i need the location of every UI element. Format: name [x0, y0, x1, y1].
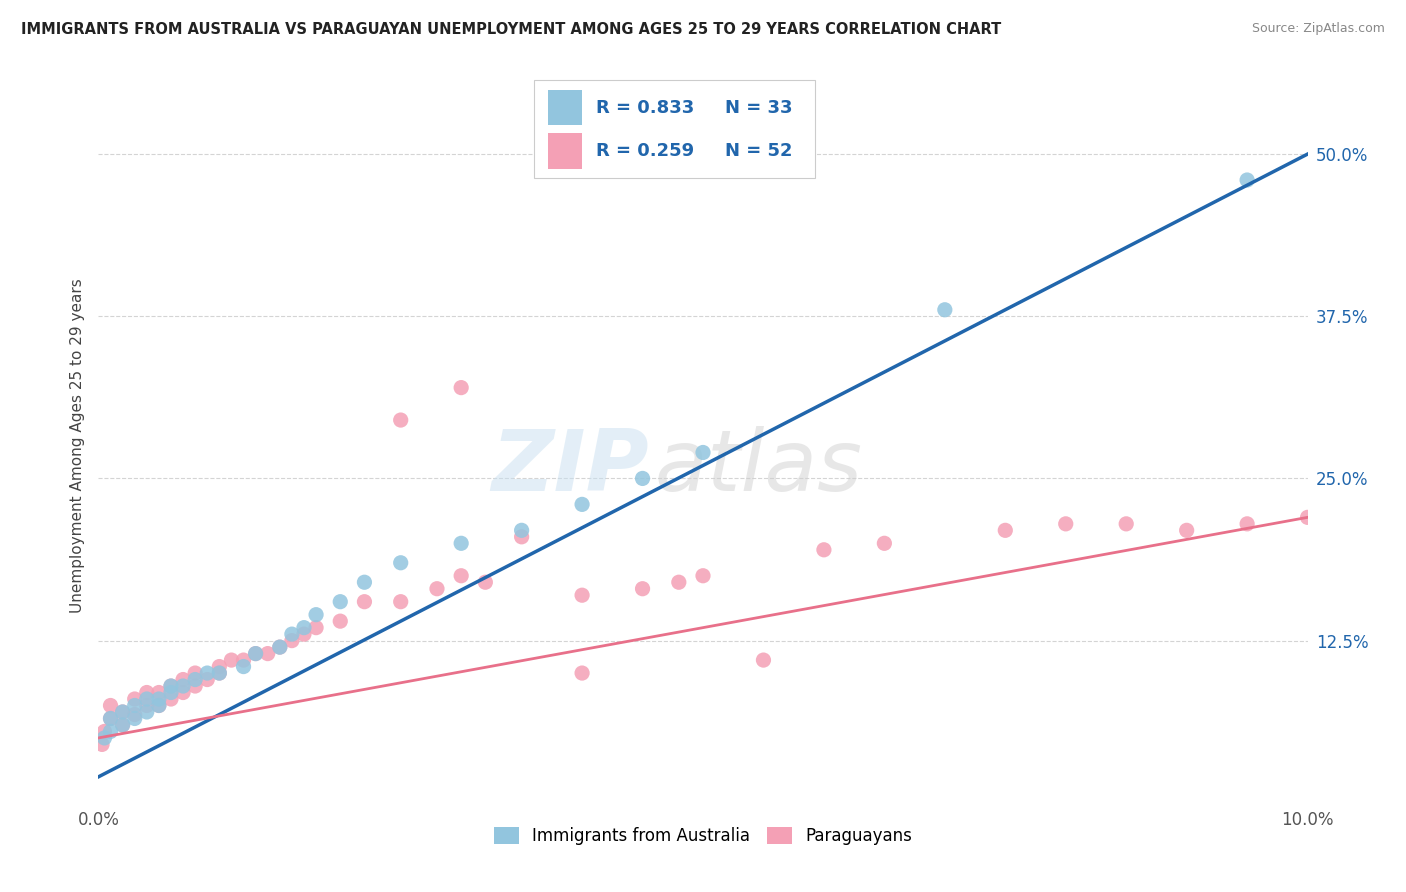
Point — [389, 556, 412, 570]
Point — [353, 595, 375, 609]
Point — [1115, 516, 1137, 531]
Point — [450, 568, 472, 582]
Point — [305, 607, 328, 622]
Point — [100, 711, 122, 725]
FancyBboxPatch shape — [534, 80, 815, 178]
Text: R = 0.833: R = 0.833 — [596, 99, 695, 117]
Point — [474, 575, 496, 590]
Point — [148, 698, 170, 713]
Point — [160, 692, 183, 706]
Point — [111, 718, 134, 732]
Point — [450, 381, 472, 395]
Point — [1236, 173, 1258, 187]
Text: ZIP: ZIP — [491, 425, 648, 509]
Point — [208, 666, 231, 681]
Point — [269, 640, 291, 654]
Point — [232, 653, 254, 667]
Point — [1296, 510, 1319, 524]
Point — [631, 582, 654, 596]
Point — [305, 621, 328, 635]
Point — [292, 621, 315, 635]
Point — [813, 542, 835, 557]
Point — [1175, 524, 1198, 538]
Point — [281, 633, 304, 648]
Point — [292, 627, 315, 641]
Point — [245, 647, 267, 661]
Point — [221, 653, 243, 667]
Point — [124, 698, 146, 713]
Text: Source: ZipAtlas.com: Source: ZipAtlas.com — [1251, 22, 1385, 36]
Point — [135, 692, 157, 706]
Text: N = 33: N = 33 — [725, 99, 793, 117]
Point — [994, 524, 1017, 538]
Point — [571, 588, 593, 602]
Point — [148, 698, 170, 713]
Point — [148, 692, 170, 706]
Point — [389, 595, 412, 609]
Point — [135, 698, 157, 713]
Point — [353, 575, 375, 590]
Point — [111, 718, 134, 732]
Point — [245, 647, 267, 661]
Point — [329, 614, 352, 628]
Point — [208, 666, 231, 681]
Text: atlas: atlas — [655, 425, 863, 509]
Point — [100, 698, 122, 713]
Point — [124, 711, 146, 725]
Point — [172, 673, 194, 687]
Text: IMMIGRANTS FROM AUSTRALIA VS PARAGUAYAN UNEMPLOYMENT AMONG AGES 25 TO 29 YEARS C: IMMIGRANTS FROM AUSTRALIA VS PARAGUAYAN … — [21, 22, 1001, 37]
Point — [571, 666, 593, 681]
Point — [510, 530, 533, 544]
Point — [281, 627, 304, 641]
Point — [389, 413, 412, 427]
Point — [100, 724, 122, 739]
Point — [160, 679, 183, 693]
Point — [692, 568, 714, 582]
Point — [111, 705, 134, 719]
Point — [668, 575, 690, 590]
Point — [692, 445, 714, 459]
Point — [329, 595, 352, 609]
Point — [510, 524, 533, 538]
Point — [184, 673, 207, 687]
Point — [184, 679, 207, 693]
Point — [450, 536, 472, 550]
Bar — [548, 133, 582, 169]
Point — [172, 685, 194, 699]
Point — [135, 685, 157, 699]
Point — [571, 497, 593, 511]
Point — [873, 536, 896, 550]
Point — [184, 666, 207, 681]
Point — [93, 731, 115, 745]
Point — [124, 707, 146, 722]
Point — [232, 659, 254, 673]
Text: N = 52: N = 52 — [725, 142, 793, 160]
Point — [195, 666, 218, 681]
Text: R = 0.259: R = 0.259 — [596, 142, 695, 160]
Bar — [548, 90, 582, 126]
Point — [752, 653, 775, 667]
Point — [160, 685, 183, 699]
Point — [160, 679, 183, 693]
Point — [100, 711, 122, 725]
Point — [93, 724, 115, 739]
Point — [256, 647, 278, 661]
Point — [148, 685, 170, 699]
Point — [195, 673, 218, 687]
Point — [111, 705, 134, 719]
Point — [269, 640, 291, 654]
Y-axis label: Unemployment Among Ages 25 to 29 years: Unemployment Among Ages 25 to 29 years — [69, 278, 84, 614]
Point — [91, 738, 114, 752]
Point — [426, 582, 449, 596]
Point — [1236, 516, 1258, 531]
Point — [208, 659, 231, 673]
Point — [1054, 516, 1077, 531]
Point — [934, 302, 956, 317]
Legend: Immigrants from Australia, Paraguayans: Immigrants from Australia, Paraguayans — [488, 820, 918, 852]
Point — [172, 679, 194, 693]
Point — [135, 705, 157, 719]
Point — [124, 692, 146, 706]
Point — [631, 471, 654, 485]
